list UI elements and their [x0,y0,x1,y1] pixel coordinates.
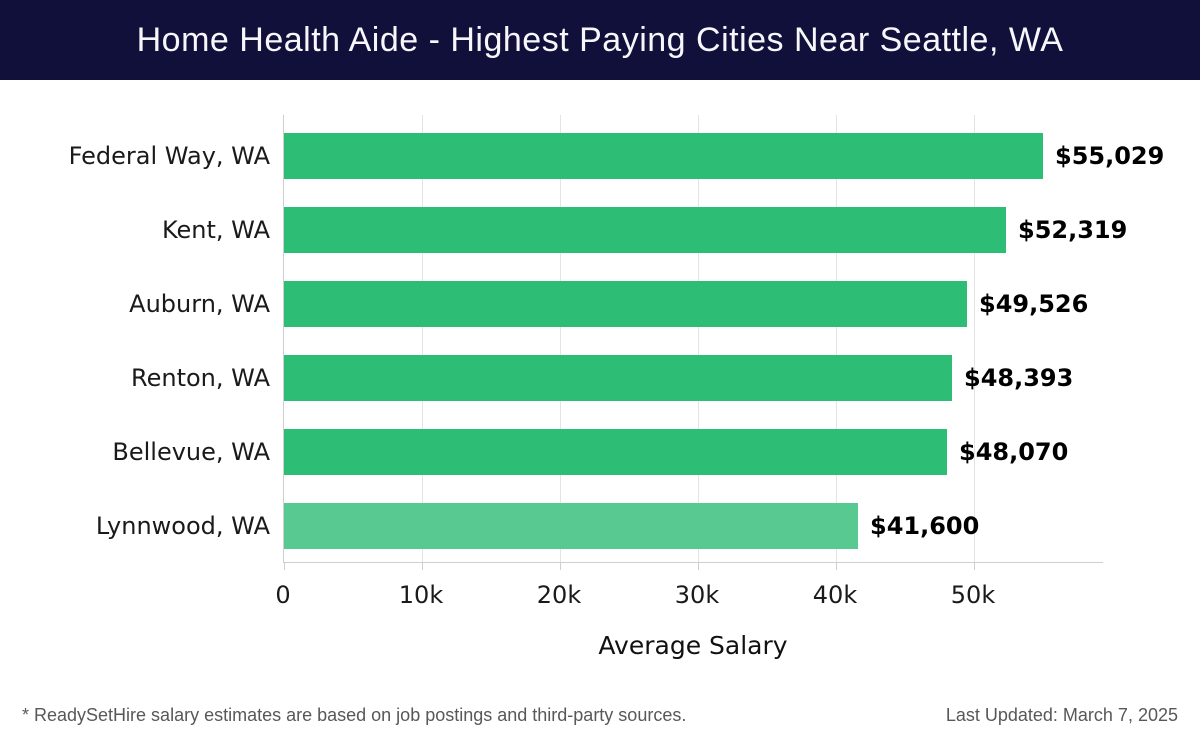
category-label: Auburn, WA [129,290,270,318]
x-axis-tickmark [698,562,699,570]
bar [284,503,858,549]
x-axis-tickmark [422,562,423,570]
gridline [974,115,975,562]
x-tick-label: 30k [674,581,720,609]
bar [284,281,967,327]
value-label: $55,029 [1055,142,1165,170]
x-tick-label: 10k [398,581,444,609]
bar [284,207,1006,253]
value-label: $49,526 [979,290,1089,318]
x-axis-label: Average Salary [598,631,788,660]
footer-disclaimer: * ReadySetHire salary estimates are base… [22,704,687,725]
title-bar: Home Health Aide - Highest Paying Cities… [0,0,1200,80]
bar [284,355,952,401]
bar [284,133,1043,179]
x-axis-tickmark [974,562,975,570]
gridline [560,115,561,562]
gridline [698,115,699,562]
category-label: Lynnwood, WA [95,512,270,540]
x-tick-label: 40k [812,581,858,609]
value-label: $48,070 [959,438,1069,466]
gridline [422,115,423,562]
footer: * ReadySetHire salary estimates are base… [0,700,1200,730]
category-label: Federal Way, WA [68,142,270,170]
x-axis-tickmark [560,562,561,570]
value-label: $52,319 [1018,216,1128,244]
gridline [836,115,837,562]
category-label: Bellevue, WA [112,438,270,466]
x-tick-label: 0 [275,581,291,609]
x-tick-label: 50k [950,581,996,609]
category-label: Renton, WA [131,364,270,392]
x-axis-tickmark [836,562,837,570]
footer-last-updated: Last Updated: March 7, 2025 [945,704,1178,725]
category-label: Kent, WA [161,216,270,244]
value-label: $48,393 [964,364,1074,392]
plot-area: $55,029 $52,319 $49,526 $48,393 $48,070 $41,6… [283,115,1164,570]
page-title: Home Health Aide - Highest Paying Cities… [136,20,1064,59]
value-label: $41,600 [870,512,980,540]
x-axis-tickmark [284,562,285,570]
bar [284,429,947,475]
x-tick-label: 20k [536,581,582,609]
category-labels: Federal Way, WA Kent, WA Auburn, WA Renton,… [0,115,270,563]
x-axis-ticks: 0 10k 20k 30k 40k 50k [275,581,1103,613]
